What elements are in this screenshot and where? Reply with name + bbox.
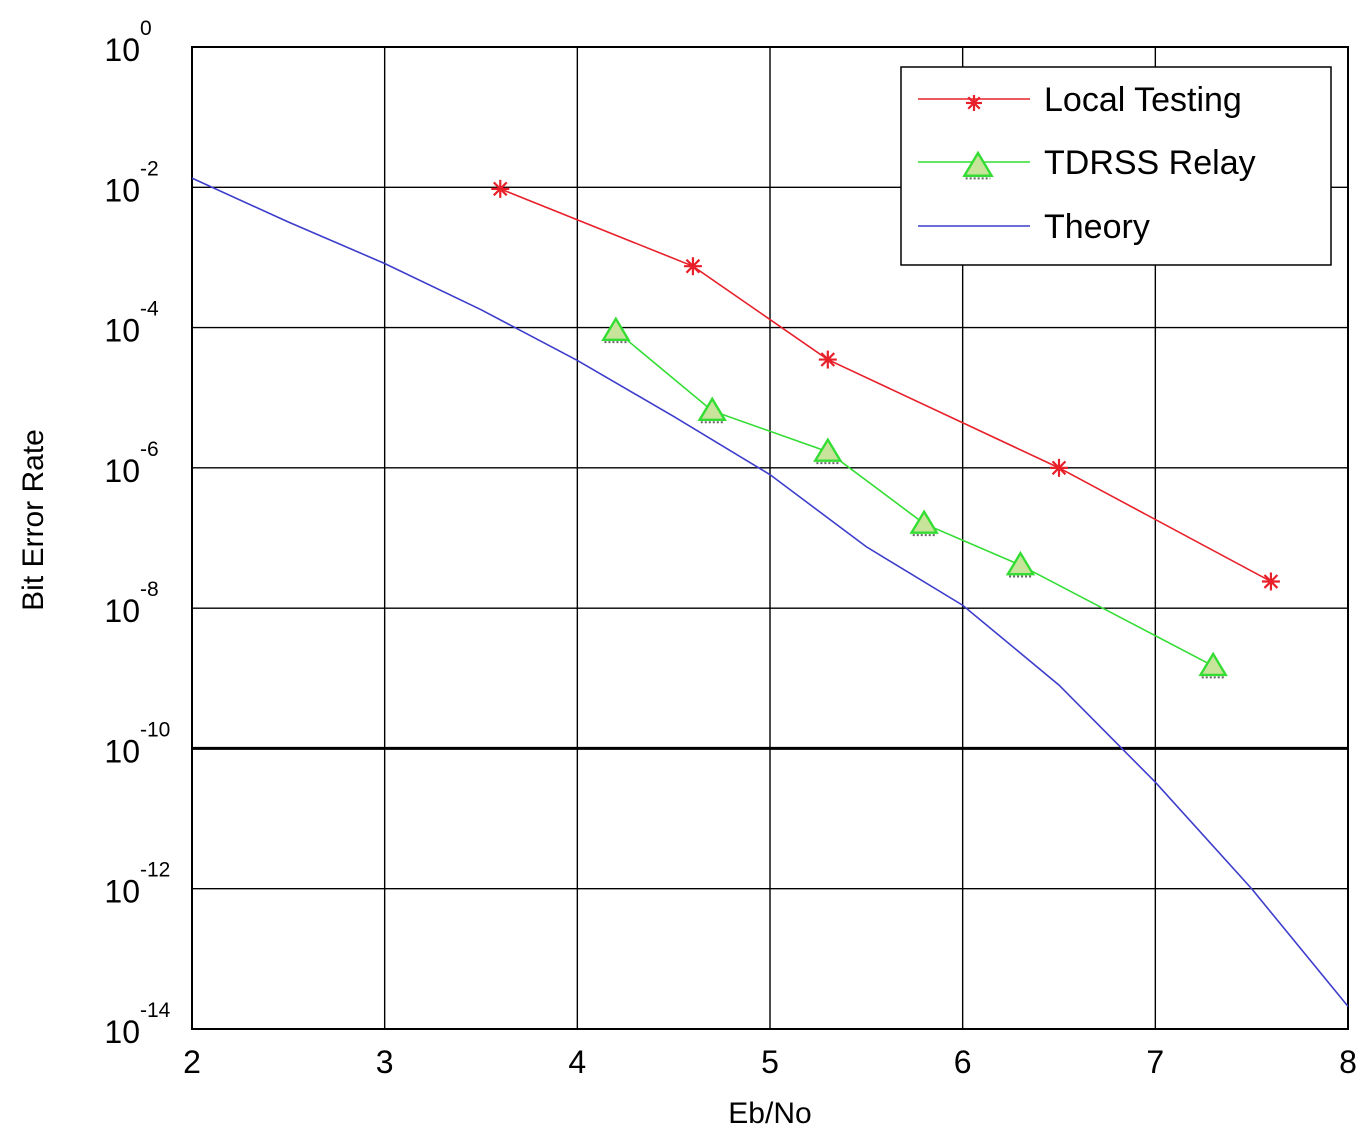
- data-point: [491, 179, 510, 198]
- series-theory: [191, 177, 1349, 1007]
- data-point: [1261, 572, 1280, 591]
- y-tick-exponent: -4: [140, 298, 159, 321]
- y-tick-exponent: -2: [140, 157, 159, 180]
- x-tick-label: 2: [183, 1044, 201, 1080]
- x-tick-label: 5: [761, 1044, 779, 1080]
- y-tick-exponent: -6: [140, 438, 159, 461]
- plot-frame: [191, 46, 1349, 1030]
- series-line: [615, 330, 1214, 667]
- y-tick-label: 10: [104, 32, 140, 68]
- y-tick-label: 10: [104, 874, 140, 910]
- series-layer: [191, 177, 1349, 1007]
- x-tick-label: 4: [568, 1044, 586, 1080]
- legend-marker: [966, 95, 982, 111]
- y-tick-exponent: -14: [140, 999, 171, 1022]
- legend-marker: [962, 150, 994, 180]
- data-point: [601, 316, 631, 344]
- legend: Local Testing TDRSS Relay Theory: [900, 66, 1332, 266]
- y-tick-exponent: -10: [140, 718, 170, 741]
- y-tick-label: 10: [104, 1014, 140, 1050]
- data-point: [813, 437, 843, 465]
- data-point: [1005, 550, 1036, 578]
- data-point: [1198, 651, 1228, 679]
- data-point: [683, 257, 702, 276]
- series-local-testing: [491, 179, 1280, 591]
- y-tick-label: 10: [104, 453, 140, 489]
- y-tick-label: 10: [104, 313, 140, 349]
- y-tick-label: 10: [104, 593, 140, 629]
- legend-item: TDRSS Relay: [918, 144, 1256, 182]
- y-tick-label: 10: [104, 172, 140, 208]
- x-tick-label: 3: [376, 1044, 394, 1080]
- x-axis-label: Eb/No: [728, 1097, 811, 1130]
- data-point: [818, 350, 837, 369]
- y-tick-exponent: 0: [140, 17, 152, 40]
- x-tick-label: 8: [1339, 1044, 1357, 1080]
- data-point: [697, 396, 727, 424]
- legend-items: Local Testing TDRSS Relay Theory: [918, 81, 1256, 246]
- x-tick-label: 6: [954, 1044, 972, 1080]
- series-tdrss-relay: [601, 316, 1228, 679]
- data-point: [909, 509, 939, 537]
- legend-item: Local Testing: [918, 81, 1242, 119]
- data-point: [1050, 458, 1068, 477]
- series-line: [191, 177, 1349, 1007]
- y-axis-label: Bit Error Rate: [17, 429, 50, 611]
- y-tick-exponent: -12: [140, 859, 170, 882]
- y-tick-exponent: -8: [140, 578, 159, 601]
- legend-label: Local Testing: [1044, 81, 1242, 119]
- legend-item: Theory: [918, 208, 1150, 246]
- tick-labels: 2 3 4 5 6 7 810010-210-410-610-810-1010-1210-1…: [104, 17, 1356, 1080]
- y-tick-label: 10: [104, 733, 140, 769]
- legend-label: Theory: [1044, 208, 1150, 246]
- x-tick-label: 7: [1146, 1044, 1164, 1080]
- legend-label: TDRSS Relay: [1044, 144, 1256, 182]
